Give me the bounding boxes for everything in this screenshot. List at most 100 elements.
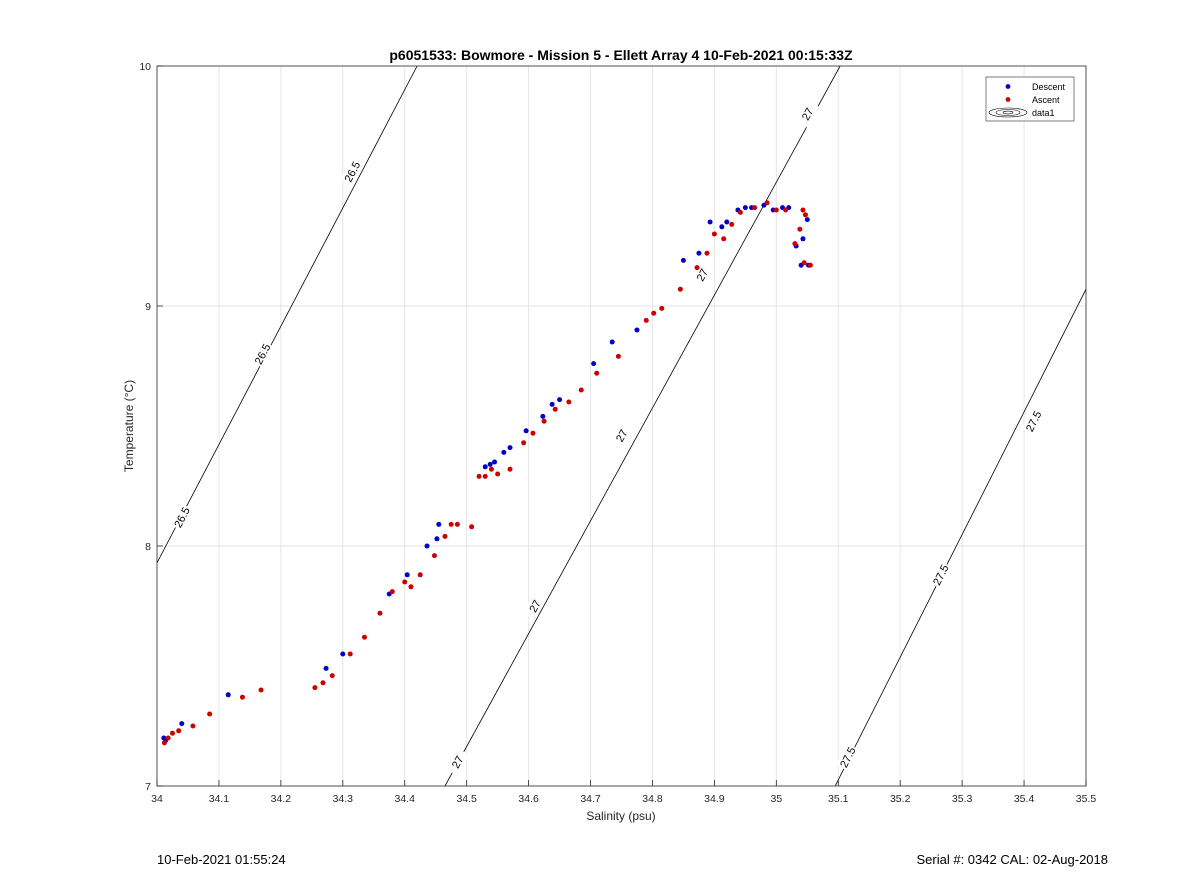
x-tick-label: 34.7: [580, 793, 601, 805]
ascent-point: [361, 634, 367, 640]
y-tick-label: 8: [145, 541, 151, 553]
descent-point: [719, 224, 725, 230]
isopycnal-line: [834, 289, 1086, 786]
ascent-point: [389, 589, 395, 595]
x-tick-label: 34.6: [518, 793, 539, 805]
ascent-point: [729, 221, 735, 227]
x-axis-label: Salinity (psu): [586, 809, 655, 823]
ascent-point: [190, 723, 196, 729]
descent-point: [804, 217, 810, 223]
x-tick-label: 34: [151, 793, 163, 805]
isopycnal-label-bg: [1021, 407, 1046, 436]
ascent-point: [797, 226, 803, 232]
legend: Descent Ascent data1: [985, 76, 1075, 122]
y-axis-label: Temperature (°C): [122, 380, 136, 472]
ascent-point: [578, 387, 584, 393]
descent-point: [680, 257, 686, 263]
ascent-point: [507, 466, 513, 472]
ascent-point: [643, 317, 649, 323]
ascent-point: [431, 553, 437, 559]
ascent-point: [704, 250, 710, 256]
descent-point: [501, 449, 507, 455]
x-tick-label: 34.9: [704, 793, 725, 805]
x-tick-label: 35.4: [1014, 793, 1035, 805]
x-tick-label: 35.1: [828, 793, 849, 805]
data-points: [161, 200, 813, 746]
ascent-point: [800, 207, 806, 213]
ascent-point: [377, 610, 383, 616]
ascent-point: [169, 730, 175, 736]
x-tick-label: 34.5: [456, 793, 477, 805]
ascent-point: [521, 440, 527, 446]
descent-point: [523, 428, 529, 434]
ascent-point: [783, 207, 789, 213]
descent-point: [482, 464, 488, 470]
footer-timestamp: 10-Feb-2021 01:55:24: [157, 852, 286, 867]
isopycnal-label: 27: [695, 267, 711, 284]
y-tick-label: 10: [139, 61, 151, 73]
legend-ascent-label: Ascent: [1032, 95, 1060, 105]
ascent-point: [454, 521, 460, 527]
ascent-point: [594, 370, 600, 376]
ascent-point: [417, 572, 423, 578]
ascent-point: [659, 305, 665, 311]
descent-point: [340, 651, 346, 657]
isopycnal-label: 27: [450, 754, 466, 771]
descent-point: [549, 401, 555, 407]
x-axis-ticks: 34 34.1 34.2 34.3 34.4 34.5 34.6 34.7 34.8 34.9 35…: [151, 780, 1096, 805]
ascent-point: [402, 579, 408, 585]
ascent-point: [320, 680, 326, 686]
descent-point: [225, 692, 231, 698]
legend-ascent-marker: [1005, 97, 1011, 102]
ascent-point: [312, 685, 318, 691]
isopycnal-label-bg: [522, 592, 547, 620]
x-tick-label: 35.2: [890, 793, 911, 805]
x-tick-label: 35.5: [1076, 793, 1097, 805]
x-tick-label: 34.4: [395, 793, 416, 805]
ascent-point: [721, 236, 727, 242]
descent-point: [492, 459, 498, 465]
isopycnal-label-bg: [340, 157, 364, 186]
ascent-point: [802, 212, 808, 218]
isopycnal-label-bg: [835, 743, 860, 772]
descent-point: [724, 219, 730, 225]
legend-box: [985, 76, 1075, 122]
ascent-point: [442, 533, 448, 539]
ascent-point: [792, 241, 798, 247]
ascent-point: [807, 262, 813, 268]
ascent-point: [694, 265, 700, 271]
ascent-point: [488, 466, 494, 472]
ascent-point: [161, 740, 167, 746]
ascent-point: [801, 260, 807, 266]
ascent-point: [541, 418, 547, 424]
x-tick-label: 35: [770, 793, 782, 805]
legend-contour-icon: [988, 107, 1028, 118]
isopycnal-label: 27: [527, 598, 543, 615]
x-tick-label: 34.8: [642, 793, 663, 805]
descent-point: [179, 721, 185, 727]
footer-serial-cal: Serial #: 0342 CAL: 02-Aug-2018: [916, 852, 1108, 867]
y-axis-ticks: 7 8 9 10: [139, 61, 163, 793]
ascent-point: [737, 209, 743, 215]
x-tick-label: 34.3: [333, 793, 354, 805]
ascent-point: [566, 399, 572, 405]
descent-point: [707, 219, 713, 225]
ascent-point: [677, 286, 683, 292]
ascent-point: [752, 205, 758, 211]
descent-point: [404, 572, 410, 578]
descent-point: [800, 236, 806, 242]
ascent-point: [347, 651, 353, 657]
ascent-point: [476, 473, 482, 479]
descent-point: [557, 397, 563, 403]
ascent-point: [651, 310, 657, 316]
descent-point: [696, 250, 702, 256]
ascent-point: [711, 231, 717, 237]
isopycnal-label-bg: [609, 421, 634, 450]
ascent-point: [482, 473, 488, 479]
legend-descent-marker: [1005, 84, 1011, 89]
descent-point: [436, 521, 442, 527]
ascent-point: [207, 711, 213, 717]
descent-point: [507, 445, 513, 451]
